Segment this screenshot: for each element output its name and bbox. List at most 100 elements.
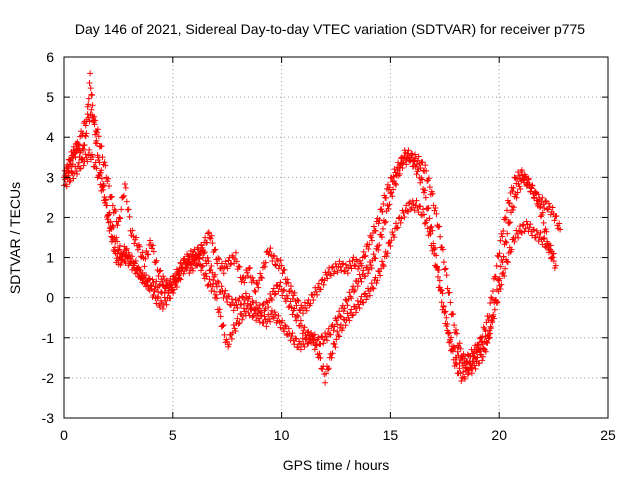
data-point [398,215,405,222]
data-point [390,173,397,180]
data-point [482,348,489,355]
data-point [499,259,506,266]
data-point [332,344,339,351]
data-point [543,197,550,204]
data-point [375,246,382,253]
data-point [399,159,406,166]
data-point [328,354,335,361]
data-point [472,342,479,349]
data-point [63,183,70,190]
data-point [80,146,87,153]
data-point [489,319,496,326]
data-point [281,328,288,335]
data-point [336,333,343,340]
data-point [258,274,265,281]
data-point [267,245,274,252]
data-point [540,219,547,226]
data-point [311,346,318,353]
data-point [528,185,535,192]
data-point [204,230,211,237]
data-point [212,246,219,253]
data-point [391,234,398,241]
data-point [270,315,277,322]
data-point [141,272,148,279]
data-point [147,281,154,288]
data-point [266,316,273,323]
data-point [547,246,554,253]
data-point [450,311,457,318]
data-point [372,255,379,262]
data-point [435,266,442,273]
data-point [267,291,274,298]
data-point [411,151,418,158]
data-point [230,307,237,314]
data-point [225,257,232,264]
y-tick-label: 1 [46,250,54,266]
data-point [413,161,420,168]
data-point [379,208,386,215]
data-point [439,290,446,297]
data-point [321,336,328,343]
data-point [438,299,445,306]
data-point [323,370,330,377]
data-point [376,217,383,224]
data-point [161,276,168,283]
data-point [228,296,235,303]
data-point [284,276,291,283]
data-point [82,122,89,129]
data-point [211,288,218,295]
data-point [509,188,516,195]
data-point [249,274,256,281]
data-point [86,146,93,153]
data-point [125,206,132,213]
data-point [397,219,404,226]
data-point [259,302,266,309]
data-point [89,102,96,109]
data-point [377,272,384,279]
data-point [360,267,367,274]
data-point [150,248,157,255]
data-point [149,242,156,249]
data-point [358,262,365,269]
data-point [431,250,438,257]
data-point [413,197,420,204]
data-point [259,274,266,281]
data-point [322,379,329,386]
data-point [114,238,121,245]
data-point [386,184,393,191]
data-point [342,322,349,329]
data-point [436,223,443,230]
data-point [210,280,217,287]
x-axis-ticks: 0 5 10 15 20 25 [60,57,616,443]
data-point [519,172,526,179]
data-point [285,279,292,286]
data-point [491,306,498,313]
data-point [151,288,158,295]
data-point [487,300,494,307]
data-point [349,312,356,319]
data-point [383,194,390,201]
data-point [272,311,279,318]
data-point [118,206,125,213]
data-point [462,375,469,382]
data-point [557,226,564,233]
data-point [314,291,321,298]
data-point [169,287,176,294]
data-point [478,338,485,345]
data-point [539,209,546,216]
data-point [379,234,386,241]
data-point [511,238,518,245]
data-point [110,246,117,253]
data-point [71,150,78,157]
data-point [263,298,270,305]
data-point [369,284,376,291]
data-point [339,325,346,332]
data-point [420,206,427,213]
data-point [236,264,243,271]
data-point [546,203,553,210]
data-point [319,366,326,373]
data-point [87,85,94,92]
data-point [333,317,340,324]
data-point [503,239,510,246]
data-point [546,242,553,249]
